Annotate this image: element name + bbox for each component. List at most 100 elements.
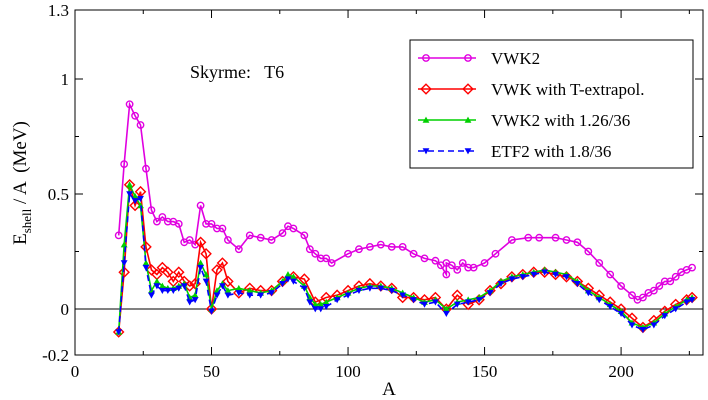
legend: VWK2 VWK with T-extrapol. VWK2 with 1.26/3… — [409, 39, 694, 169]
data-point — [172, 266, 185, 278]
data-point — [300, 285, 308, 292]
data-point — [158, 213, 167, 221]
data-point — [112, 326, 125, 338]
series-line — [117, 181, 693, 333]
data-point — [595, 297, 603, 304]
data-point — [560, 271, 573, 283]
data-point — [211, 264, 223, 276]
x-tick-label: 200 — [608, 362, 634, 381]
data-point — [464, 263, 473, 272]
data-point — [639, 293, 647, 302]
data-point — [131, 111, 139, 120]
data-point — [475, 297, 483, 304]
legend-marker — [422, 116, 430, 123]
data-point — [169, 287, 177, 294]
data-point — [491, 249, 500, 258]
data-point — [650, 322, 658, 329]
data-point — [365, 242, 374, 251]
data-point — [671, 272, 680, 281]
y-tick-label: 0.5 — [48, 185, 69, 204]
legend-item: VWK2 with 1.26/36 — [418, 111, 630, 130]
data-point — [234, 245, 243, 254]
data-point — [316, 254, 325, 263]
data-point — [235, 290, 243, 297]
data-point — [120, 241, 128, 248]
legend-marker — [422, 54, 430, 62]
data-point — [519, 274, 527, 281]
data-point — [688, 297, 696, 304]
legend-label: VWK2 — [491, 49, 540, 68]
data-point — [137, 202, 144, 209]
data-point — [162, 266, 174, 278]
data-point — [469, 263, 478, 272]
data-point — [224, 287, 232, 294]
y-tick-label: -0.2 — [42, 346, 69, 365]
x-axis-label: A — [382, 379, 396, 400]
data-point — [355, 245, 363, 254]
data-point — [208, 308, 215, 315]
data-point — [317, 306, 325, 313]
data-point — [290, 278, 297, 285]
data-point — [131, 198, 139, 205]
legend-marker — [464, 116, 472, 123]
series-line — [117, 101, 693, 301]
data-point — [399, 292, 407, 299]
series-2 — [115, 181, 696, 335]
data-point — [508, 276, 516, 283]
data-point — [140, 241, 152, 253]
data-point — [311, 249, 320, 258]
y-axis-label-sub: shell — [19, 208, 34, 233]
data-point — [137, 195, 144, 202]
data-point — [480, 259, 489, 267]
data-point — [197, 259, 204, 266]
data-point — [551, 233, 560, 242]
data-point — [524, 233, 533, 242]
data-point — [142, 264, 150, 271]
data-point — [180, 283, 188, 290]
data-point — [284, 276, 292, 283]
legend-item: ETF2 with 1.8/36 — [418, 142, 611, 161]
data-point — [163, 217, 172, 226]
data-point — [409, 249, 418, 258]
data-point — [595, 259, 604, 267]
data-point — [421, 301, 428, 308]
y-tick-label: 0 — [61, 300, 70, 319]
y-axis-label: Eshell / A (MeV) — [10, 121, 34, 245]
data-point — [377, 285, 385, 292]
data-point — [129, 199, 141, 212]
data-point — [507, 236, 516, 244]
data-point — [431, 256, 440, 265]
data-point — [233, 287, 245, 299]
legend-marker — [464, 148, 472, 155]
legend-label: ETF2 with 1.8/36 — [491, 142, 611, 161]
x-tick-label: 0 — [71, 362, 80, 381]
series-0 — [114, 100, 696, 304]
data-point — [464, 299, 472, 306]
data-point — [174, 219, 183, 228]
data-point — [257, 292, 265, 299]
data-point — [563, 274, 570, 281]
data-point — [305, 245, 314, 254]
legend-marker — [464, 54, 472, 62]
series-1 — [112, 179, 698, 338]
data-point — [442, 270, 451, 279]
data-point — [497, 280, 505, 288]
data-point — [164, 287, 172, 294]
data-point — [495, 277, 507, 290]
data-point — [442, 310, 450, 317]
data-point — [256, 233, 265, 242]
data-point — [683, 299, 691, 306]
data-point — [147, 206, 156, 215]
data-point — [279, 280, 286, 288]
series-line — [117, 184, 693, 333]
data-point — [666, 277, 675, 286]
data-point — [142, 164, 150, 173]
series-line — [117, 191, 693, 333]
data-point — [617, 310, 625, 317]
data-point — [284, 271, 292, 278]
data-point — [628, 291, 636, 300]
data-point — [530, 271, 538, 278]
series-3 — [115, 191, 696, 336]
data-point — [235, 284, 243, 292]
data-point — [344, 292, 352, 299]
